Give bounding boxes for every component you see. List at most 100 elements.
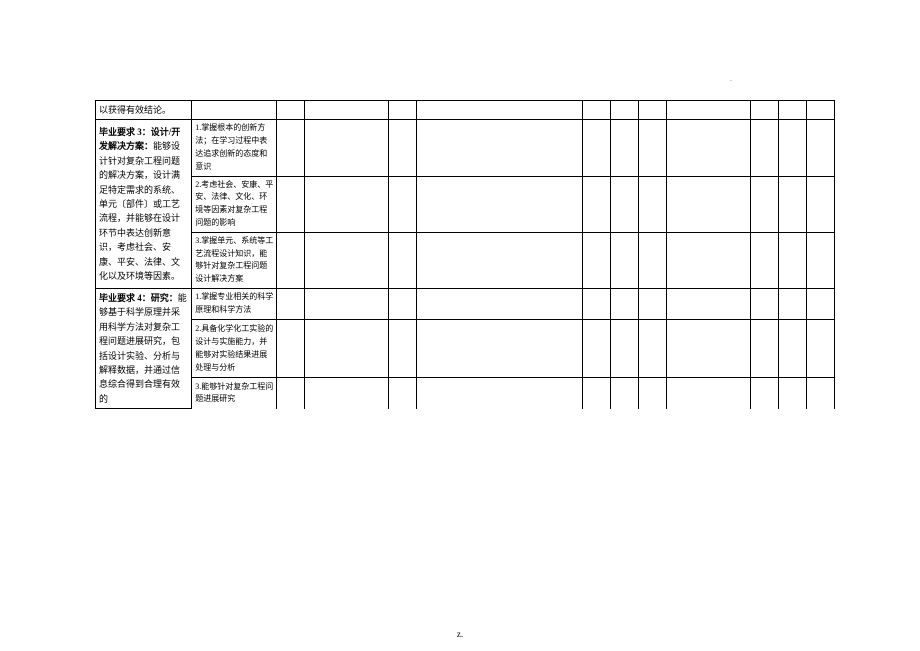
cell-empty: [638, 320, 666, 378]
cell-empty: [750, 378, 778, 409]
cell-empty: [806, 232, 834, 288]
cell-empty: [277, 320, 305, 378]
cell-empty: [389, 288, 417, 319]
cell-empty: [583, 288, 611, 319]
table-row: 毕业要求 4：研究：能够基于科学原理并采用科学方法对复杂工程问题进展研究，包括设…: [96, 288, 835, 319]
cell-empty: [638, 101, 666, 120]
cell-empty: [583, 120, 611, 176]
cell-empty: [417, 378, 583, 409]
cell-empty: [778, 378, 806, 409]
cell-empty: [417, 101, 583, 120]
cell-empty: [417, 120, 583, 176]
cell-col2: [192, 101, 277, 120]
cell-empty: [806, 288, 834, 319]
cell-empty: [778, 176, 806, 232]
cell-empty: [389, 120, 417, 176]
cell-empty: [277, 288, 305, 319]
cell-empty: [666, 101, 750, 120]
cell-empty: [389, 378, 417, 409]
cell-empty: [305, 101, 389, 120]
cell-empty: [806, 176, 834, 232]
cell-requirement-3: 毕业要求 3：设计/开发解决方案：能够设计针对复杂工程问题的解决方案，设计满足特…: [96, 120, 192, 289]
cell-empty: [305, 378, 389, 409]
cell-empty: [583, 232, 611, 288]
cell-empty: [666, 320, 750, 378]
cell-empty: [583, 101, 611, 120]
cell-sub-3-3: 3.掌握单元、系统等工艺流程设计知识，能够针对复杂工程问题设计解决方案: [192, 232, 277, 288]
cell-sub-4-1: 1.掌握专业相关的科学原理和科学方法: [192, 288, 277, 319]
cell-empty: [750, 101, 778, 120]
cell-empty: [611, 176, 639, 232]
cell-empty: [638, 288, 666, 319]
req4-body: 能够基于科学原理并采用科学方法对复杂工程问题进展研究，包括设计实验、分析与解释数…: [99, 293, 187, 404]
cell-empty: [305, 320, 389, 378]
cell-empty: [389, 101, 417, 120]
table-row: 以获得有效结论。: [96, 101, 835, 120]
cell-empty: [806, 378, 834, 409]
cell-empty: [277, 232, 305, 288]
cell-sub-4-2: 2.具备化学化工实验的设计与实施能力，并能够对实验结果进展处理与分析: [192, 320, 277, 378]
table-row: 2.具备化学化工实验的设计与实施能力，并能够对实验结果进展处理与分析: [96, 320, 835, 378]
req3-body: 能够设计针对复杂工程问题的解决方案，设计满足特定需求的系统、单元〔部件〕或工艺流…: [99, 141, 180, 281]
cell-empty: [778, 101, 806, 120]
cell-empty: [666, 176, 750, 232]
cell-empty: [583, 378, 611, 409]
cell-empty: [778, 320, 806, 378]
cell-empty: [638, 232, 666, 288]
cell-empty: [389, 176, 417, 232]
cell-empty: [638, 378, 666, 409]
cell-empty: [611, 288, 639, 319]
cell-empty: [666, 378, 750, 409]
cell-sub-3-2: 2.考虑社会、安康、平安、法律、文化、环境等因素对复杂工程问题的影响: [192, 176, 277, 232]
table-row: 3.能够针对复杂工程问题进展研究: [96, 378, 835, 409]
cell-empty: [611, 232, 639, 288]
cell-col1: 以获得有效结论。: [96, 101, 192, 120]
page-footer: z.: [0, 629, 920, 639]
cell-empty: [638, 176, 666, 232]
cell-empty: [666, 288, 750, 319]
req4-title: 毕业要求 4：研究：: [99, 293, 178, 303]
cell-empty: [305, 176, 389, 232]
table-row: 2.考虑社会、安康、平安、法律、文化、环境等因素对复杂工程问题的影响: [96, 176, 835, 232]
watermark: -: [730, 78, 732, 84]
cell-empty: [611, 120, 639, 176]
cell-empty: [305, 120, 389, 176]
cell-empty: [778, 120, 806, 176]
cell-empty: [277, 101, 305, 120]
cell-sub-3-1: 1.掌握根本的创新方法；在学习过程中表达追求创新的态度和意识: [192, 120, 277, 176]
cell-empty: [806, 101, 834, 120]
cell-empty: [806, 120, 834, 176]
requirements-table: 以获得有效结论。 毕业要求 3：设计/开发解决方案：能够设计针对复杂工程问题的解…: [95, 100, 835, 409]
table-row: 3.掌握单元、系统等工艺流程设计知识，能够针对复杂工程问题设计解决方案: [96, 232, 835, 288]
cell-sub-4-3: 3.能够针对复杂工程问题进展研究: [192, 378, 277, 409]
cell-empty: [417, 176, 583, 232]
cell-empty: [750, 288, 778, 319]
cell-empty: [778, 288, 806, 319]
cell-empty: [583, 176, 611, 232]
cell-requirement-4: 毕业要求 4：研究：能够基于科学原理并采用科学方法对复杂工程问题进展研究，包括设…: [96, 288, 192, 408]
table-row: 毕业要求 3：设计/开发解决方案：能够设计针对复杂工程问题的解决方案，设计满足特…: [96, 120, 835, 176]
cell-empty: [666, 120, 750, 176]
cell-empty: [778, 232, 806, 288]
cell-empty: [638, 120, 666, 176]
cell-empty: [389, 232, 417, 288]
cell-empty: [750, 176, 778, 232]
cell-empty: [806, 320, 834, 378]
cell-empty: [277, 378, 305, 409]
cell-empty: [277, 120, 305, 176]
cell-empty: [750, 232, 778, 288]
cell-empty: [417, 320, 583, 378]
cell-empty: [389, 320, 417, 378]
cell-empty: [611, 378, 639, 409]
cell-empty: [611, 101, 639, 120]
cell-empty: [417, 288, 583, 319]
cell-empty: [305, 288, 389, 319]
cell-empty: [305, 232, 389, 288]
cell-empty: [750, 120, 778, 176]
cell-empty: [583, 320, 611, 378]
cell-empty: [277, 176, 305, 232]
document-page: 以获得有效结论。 毕业要求 3：设计/开发解决方案：能够设计针对复杂工程问题的解…: [95, 100, 835, 409]
cell-empty: [666, 232, 750, 288]
cell-empty: [750, 320, 778, 378]
cell-empty: [611, 320, 639, 378]
